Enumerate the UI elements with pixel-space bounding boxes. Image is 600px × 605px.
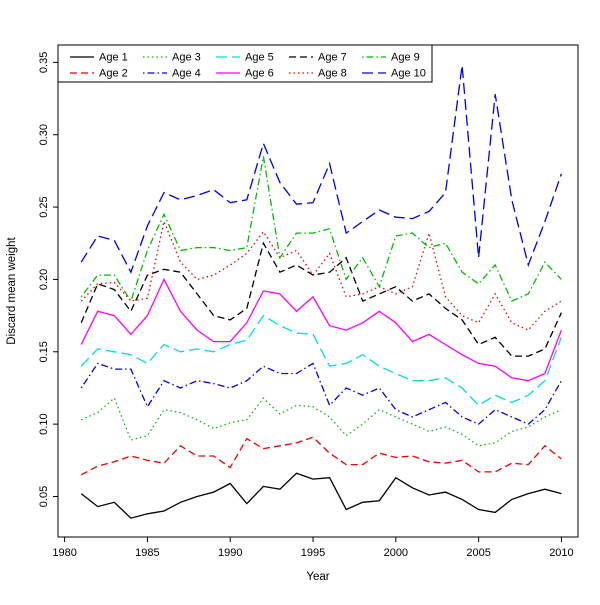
series-age-3 bbox=[80, 397, 562, 447]
x-axis: 1980 1985 1990 1995 2000 2005 2010 bbox=[52, 537, 574, 559]
y-axis: 0.05 0.10 0.15 0.20 0.25 0.30 0.35 bbox=[38, 52, 58, 507]
legend-label: Age 8 bbox=[318, 68, 347, 80]
y-tick-label: 0.30 bbox=[38, 124, 50, 145]
legend-box bbox=[57, 44, 433, 83]
series-age-10 bbox=[80, 65, 563, 274]
x-tick-label: 2000 bbox=[384, 547, 408, 559]
series-age-2 bbox=[80, 436, 562, 476]
legend-label: Age 5 bbox=[245, 52, 274, 64]
legend-label: Age 6 bbox=[245, 68, 274, 80]
x-tick-label: 1985 bbox=[135, 547, 159, 559]
legend-label: Age 1 bbox=[99, 52, 128, 64]
y-axis-title: Discard mean weight bbox=[6, 237, 18, 345]
y-tick-label: 0.15 bbox=[38, 341, 50, 362]
series-age-9 bbox=[80, 156, 562, 303]
series-age-1 bbox=[80, 472, 562, 519]
y-tick-label: 0.35 bbox=[38, 52, 50, 73]
y-tick-label: 0.10 bbox=[38, 413, 50, 434]
legend-label: Age 10 bbox=[391, 68, 426, 80]
series-age-7 bbox=[80, 241, 562, 357]
legend-label: Age 9 bbox=[391, 52, 420, 64]
series-age-8 bbox=[80, 219, 562, 331]
series-age-6 bbox=[80, 277, 563, 382]
series-age-5 bbox=[80, 314, 563, 407]
x-tick-label: 1990 bbox=[218, 547, 242, 559]
x-tick-label: 1980 bbox=[52, 547, 76, 559]
legend-label: Age 2 bbox=[99, 68, 128, 80]
y-tick-label: 0.25 bbox=[38, 196, 50, 217]
x-tick-label: 2005 bbox=[466, 547, 490, 559]
legend: Age 1 Age 2 Age 3 Age 4 Age 5 Age 6 Age 7 Age 8… bbox=[57, 44, 433, 83]
x-tick-label: 1995 bbox=[301, 547, 325, 559]
series-age-4 bbox=[80, 362, 562, 425]
legend-label: Age 7 bbox=[318, 52, 347, 64]
plot-border bbox=[57, 44, 579, 538]
legend-label: Age 3 bbox=[172, 52, 201, 64]
legend-label: Age 4 bbox=[172, 68, 201, 80]
y-tick-label: 0.20 bbox=[38, 269, 50, 290]
x-tick-label: 2010 bbox=[549, 547, 573, 559]
chart-series bbox=[80, 65, 563, 519]
y-tick-label: 0.05 bbox=[38, 486, 50, 507]
x-axis-title: Year bbox=[306, 571, 329, 583]
